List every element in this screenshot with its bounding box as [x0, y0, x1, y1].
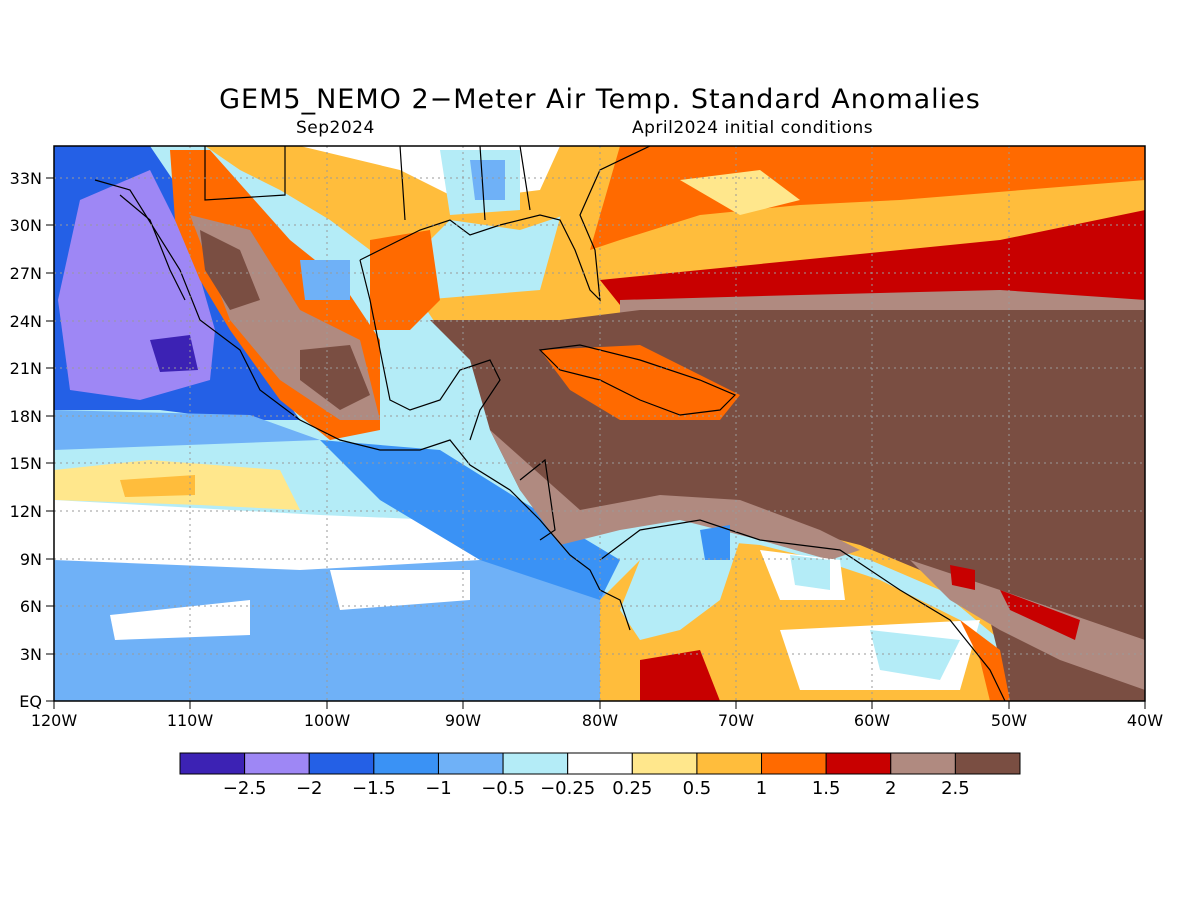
lat-label-12n: 12N: [10, 502, 42, 521]
colorbar-swatch: [631, 752, 698, 775]
lon-label-110w: 110W: [167, 711, 214, 730]
field-mexico-extreme: [200, 230, 260, 310]
field-texas-coast: [370, 230, 440, 330]
colorbar-swatch: [567, 752, 633, 775]
field-pacific-warm-core: [120, 475, 195, 497]
colorbar-swatch: [437, 752, 504, 775]
lat-label-18n: 18N: [10, 407, 42, 426]
field-central-cool: [320, 440, 620, 600]
border-us-mexico-west: [204, 146, 286, 201]
lat-labels: EQ 3N 6N 9N 12N 15N 18N 21N 24N 27N 30N …: [10, 169, 42, 711]
colorbar-label: −1: [425, 778, 452, 799]
colorbar-label: −2: [296, 778, 323, 799]
lat-label-6n: 6N: [20, 597, 42, 616]
field-atlantic-south-hot: [1000, 590, 1080, 640]
colorbar-swatch: [244, 752, 310, 775]
lon-label-80w: 80W: [582, 711, 618, 730]
tick-marks: [46, 177, 1146, 709]
colorbar-swatch: [502, 752, 569, 775]
anomaly-field: [54, 146, 1145, 701]
lon-label-60w: 60W: [854, 711, 890, 730]
colorbar-label: −0.5: [481, 778, 525, 799]
lon-label-120w: 120W: [31, 711, 78, 730]
lat-label-eq: EQ: [19, 692, 42, 711]
colorbar-swatch: [373, 752, 439, 775]
field-sa-coast: [960, 620, 1010, 701]
field-sa-cooler: [700, 525, 730, 560]
field-greater-antilles: [540, 345, 740, 420]
borders-us-states: [399, 146, 531, 221]
lat-label-3n: 3N: [20, 645, 42, 664]
field-pacific-neutral-2: [330, 570, 470, 610]
lat-label-15n: 15N: [10, 454, 42, 473]
colorbar: −2.5 −2 −1.5 −1 −0.5 −0.25 0.25 0.5 1 1.5 2 2.5: [179, 752, 1021, 799]
coast-baja-gulf: [119, 194, 186, 301]
map-title: GEM5_NEMO 2−Meter Air Temp. Standard Ano…: [219, 84, 981, 115]
colorbar-swatch: [761, 752, 827, 775]
lon-label-40w: 40W: [1127, 711, 1163, 730]
field-pacific-cool-band: [54, 410, 320, 450]
lat-label-30n: 30N: [10, 216, 42, 235]
coast-south-america: [599, 519, 1006, 701]
field-caribbean-edge: [490, 430, 860, 560]
colorbar-swatch: [954, 752, 1021, 775]
valid-month: Sep2024: [296, 118, 375, 138]
lat-label-21n: 21N: [10, 359, 42, 378]
coast-cuba-hispaniola: [538, 344, 737, 416]
colorbar-label: −1.5: [352, 778, 396, 799]
field-sa-hot: [640, 650, 720, 701]
colorbar-label: 2: [885, 778, 896, 799]
field-atlantic-warmer: [590, 146, 1145, 250]
colorbar-label: 2.5: [941, 778, 970, 799]
lon-label-50w: 50W: [991, 711, 1027, 730]
colorbar-label: 0.25: [612, 778, 652, 799]
colorbar-swatch: [825, 752, 892, 775]
coast-gulf-north: [359, 146, 651, 302]
field-pacific-coldest: [150, 335, 198, 372]
field-mexico-extreme-2: [300, 345, 370, 410]
field-atlantic-patch: [680, 170, 800, 215]
colorbar-swatch: [179, 752, 246, 775]
lon-label-70w: 70W: [718, 711, 754, 730]
field-us-cooler: [470, 160, 505, 200]
field-atlantic-south-edge: [910, 560, 1145, 690]
field-pacific-south: [54, 540, 630, 701]
field-atlantic-south-hot-2: [950, 565, 975, 590]
lat-label-24n: 24N: [10, 312, 42, 331]
field-sa-cool-3: [870, 630, 960, 680]
colorbar-label: 1: [756, 778, 767, 799]
lon-label-100w: 100W: [304, 711, 351, 730]
lat-label-9n: 9N: [20, 550, 42, 569]
coast-pacific: [94, 179, 631, 631]
field-mexico-cool: [300, 260, 350, 300]
lat-label-27n: 27N: [10, 264, 42, 283]
colorbar-label: −0.25: [540, 778, 595, 799]
colorbar-label: 0.5: [683, 778, 712, 799]
border-central-america: [519, 458, 556, 541]
colorbar-swatch: [890, 752, 956, 775]
field-sa-cool-2: [790, 555, 830, 590]
colorbar-label: −2.5: [223, 778, 267, 799]
coastlines: [94, 146, 1006, 701]
lat-label-33n: 33N: [10, 169, 42, 188]
field-pacific-neutral: [54, 500, 480, 570]
gridlines: [54, 146, 1145, 701]
lon-labels: 120W 110W 100W 90W 80W 70W 60W 50W 40W: [31, 711, 1163, 730]
init-conditions: April2024 initial conditions: [632, 118, 874, 138]
lon-label-90w: 90W: [445, 711, 481, 730]
colorbar-swatch: [696, 752, 763, 775]
coast-gulf-west: [359, 259, 501, 441]
field-pacific-neutral-3: [110, 600, 250, 640]
colorbar-label: 1.5: [812, 778, 841, 799]
colorbar-swatch: [308, 752, 375, 775]
